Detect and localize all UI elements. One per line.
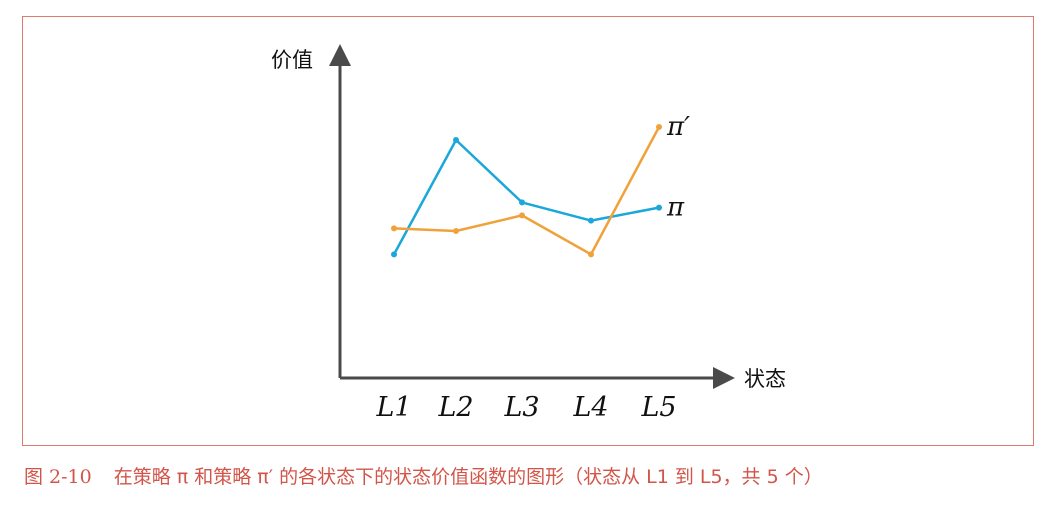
data-point-s1-l4 [588, 217, 594, 224]
data-point-s1-l5 [656, 204, 662, 211]
x-tick-label-l1: L1 [375, 392, 411, 423]
data-point-s1-l3 [519, 199, 525, 206]
x-tick-label-l2: L2 [437, 392, 473, 423]
series-line-1 [392, 138, 660, 255]
x-tick-label-l3: L3 [503, 392, 539, 423]
data-point-s2-l3 [519, 212, 525, 219]
data-point-s1-l2 [453, 137, 459, 143]
figure-frame [22, 16, 1034, 446]
y-axis [329, 44, 351, 378]
series-label-2: π′ [666, 112, 690, 142]
series-line-2 [393, 126, 661, 256]
y-axis-label: 价值 [271, 48, 313, 72]
data-point-s2-l4 [588, 251, 594, 258]
data-point-s2-l1 [391, 225, 397, 232]
data-point-s2-l5 [656, 124, 662, 130]
series-label-1: π [666, 193, 685, 223]
x-axis [340, 367, 735, 389]
caption-number: 图 2-10 [24, 466, 92, 488]
x-tick-labels: L1 L2 L3 L4 L5 [375, 392, 676, 423]
data-point-s2-l2 [453, 228, 459, 234]
series-group: π π′ [391, 112, 690, 258]
caption-text: 在策略 π 和策略 π′ 的各状态下的状态价值函数的图形（状态从 L1 到 L5… [113, 466, 823, 488]
x-tick-label-l5: L5 [640, 392, 676, 423]
data-point-s1-l1 [391, 251, 397, 258]
x-axis-arrow-icon [713, 367, 735, 389]
y-axis-arrow-icon [329, 44, 351, 66]
x-axis-label: 状态 [744, 367, 786, 391]
x-tick-label-l4: L4 [572, 392, 608, 423]
figure-caption: 图 2-10 在策略 π 和策略 π′ 的各状态下的状态价值函数的图形（状态从 L… [24, 462, 1034, 489]
